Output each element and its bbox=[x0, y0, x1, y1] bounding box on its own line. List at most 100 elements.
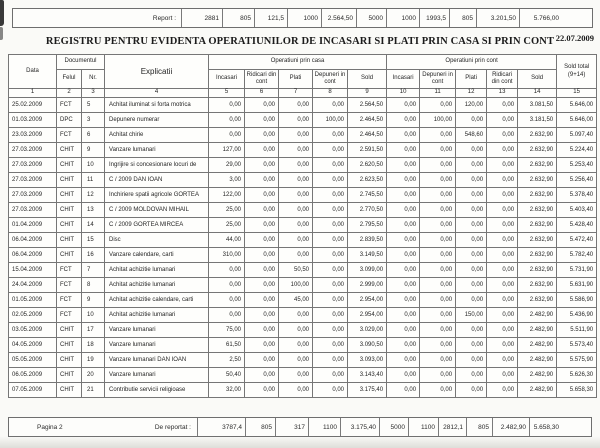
row-value: 0,00 bbox=[386, 142, 421, 158]
report-value: 2.564,50 bbox=[321, 9, 356, 27]
row-value: 0,00 bbox=[455, 382, 488, 398]
row-value: 29,00 bbox=[208, 157, 246, 173]
row-explicatii: C / 2009 MOLDOVAN MIHAIL bbox=[104, 202, 210, 218]
row-value: 0,00 bbox=[244, 337, 280, 353]
row-value: 0,00 bbox=[486, 247, 519, 263]
de-reportat-value: 317 bbox=[275, 418, 308, 436]
row-value: 100,00 bbox=[278, 277, 314, 293]
report-value: 3.201,50 bbox=[476, 9, 519, 27]
row-value: 0,00 bbox=[278, 127, 314, 143]
table-row: 27.03.2009 CHIT 10 Ingrijire si concesionar… bbox=[8, 157, 598, 173]
row-value: 0,00 bbox=[312, 232, 349, 248]
row-value: 44,00 bbox=[208, 232, 246, 248]
row-value: 45,00 bbox=[278, 292, 314, 308]
column-number: 7 bbox=[278, 88, 314, 98]
row-value: 2.482,90 bbox=[517, 352, 558, 368]
de-reportat-value: 3.175,40 bbox=[340, 418, 379, 436]
row-value: 0,00 bbox=[312, 202, 349, 218]
col-header-nr: Nr. bbox=[80, 69, 106, 89]
col-header-cont-incasari: Incasari bbox=[386, 69, 421, 89]
row-value: 0,00 bbox=[419, 217, 457, 233]
row-value: 0,00 bbox=[244, 142, 280, 158]
row-explicatii: Contributie servicii religioase bbox=[104, 382, 210, 398]
row-value: 5.658,30 bbox=[556, 382, 598, 398]
row-value: 0,00 bbox=[455, 277, 488, 293]
row-value: 0,00 bbox=[312, 292, 349, 308]
column-number: 6 bbox=[244, 88, 280, 98]
row-value: 5.224,40 bbox=[556, 142, 598, 158]
de-reportat-value: 805 bbox=[245, 418, 275, 436]
col-header-operatiuni-casa: Operatiuni prin casa bbox=[208, 54, 388, 70]
row-value: 0,00 bbox=[455, 202, 488, 218]
row-value: 2,50 bbox=[208, 352, 246, 368]
row-value: 0,00 bbox=[278, 217, 314, 233]
row-date: 01.05.2009 bbox=[8, 292, 57, 308]
row-value: 0,00 bbox=[386, 97, 421, 113]
row-value: 5.626,30 bbox=[556, 367, 598, 383]
col-header-cont-plati: Plati bbox=[455, 69, 488, 89]
row-value: 0,00 bbox=[278, 142, 314, 158]
col-header-casa-plati: Plati bbox=[278, 69, 314, 89]
row-doc-nr: 10 bbox=[80, 157, 106, 173]
row-value: 0,00 bbox=[278, 352, 314, 368]
row-value: 2.482,90 bbox=[517, 367, 558, 383]
row-value: 5.378,40 bbox=[556, 187, 598, 203]
row-value: 0,00 bbox=[312, 262, 349, 278]
row-value: 0,00 bbox=[455, 112, 488, 128]
table-row: 25.02.2009 FCT 5 Achitat iluminat si forta … bbox=[8, 97, 598, 113]
row-value: 25,00 bbox=[208, 202, 246, 218]
row-date: 04.05.2009 bbox=[8, 337, 57, 353]
row-value: 0,00 bbox=[455, 157, 488, 173]
table-row: 01.05.2009 FCT 9 Achitat achizitie calendar… bbox=[8, 292, 598, 308]
report-value: 121,5 bbox=[254, 9, 287, 27]
register-table: Data Documentul Explicatii Operatiuni pr… bbox=[8, 54, 598, 398]
table-row: 27.03.2009 CHIT 9 Vanzare lumanari 127,00 0,0… bbox=[8, 142, 598, 158]
row-value: 0,00 bbox=[386, 352, 421, 368]
table-row: 04.05.2009 CHIT 18 Vanzare lumanari 61,50 0,0… bbox=[8, 337, 598, 353]
row-doc-nr: 13 bbox=[80, 202, 106, 218]
row-value: 0,00 bbox=[486, 172, 519, 188]
row-value: 2.795,50 bbox=[347, 217, 388, 233]
row-value: 0,00 bbox=[486, 97, 519, 113]
row-value: 5.631,90 bbox=[556, 277, 598, 293]
row-value: 5.253,40 bbox=[556, 157, 598, 173]
row-value: 0,00 bbox=[455, 322, 488, 338]
row-explicatii: Achitat achizitie lumanari bbox=[104, 262, 210, 278]
row-value: 0,00 bbox=[278, 112, 314, 128]
row-doc-type: CHIT bbox=[56, 382, 82, 398]
de-reportat-value: 5.658,30 bbox=[529, 418, 591, 436]
column-number: 2 bbox=[56, 88, 82, 98]
row-value: 2.591,50 bbox=[347, 142, 388, 158]
report-value: 5.766,00 bbox=[519, 9, 592, 27]
row-value: 2.632,90 bbox=[517, 187, 558, 203]
row-value: 3.175,40 bbox=[347, 382, 388, 398]
row-value: 0,00 bbox=[278, 337, 314, 353]
row-value: 5.731,90 bbox=[556, 262, 598, 278]
report-value: 5000 bbox=[356, 9, 386, 27]
de-reportat-value: 1100 bbox=[408, 418, 438, 436]
row-value: 2.620,50 bbox=[347, 157, 388, 173]
row-value: 0,00 bbox=[455, 292, 488, 308]
table-row: 02.05.2009 FCT 10 Achitat achizitie lumanar… bbox=[8, 307, 598, 323]
row-value: 3.090,50 bbox=[347, 337, 388, 353]
row-doc-nr: 18 bbox=[80, 337, 106, 353]
row-value: 0,00 bbox=[208, 262, 246, 278]
row-value: 0,00 bbox=[244, 247, 280, 263]
row-doc-nr: 9 bbox=[80, 292, 106, 308]
row-value: 0,00 bbox=[419, 292, 457, 308]
col-header-documentul: Documentul bbox=[55, 54, 106, 70]
row-value: 0,00 bbox=[419, 262, 457, 278]
row-value: 3.099,00 bbox=[347, 262, 388, 278]
row-doc-nr: 5 bbox=[80, 97, 106, 113]
row-value: 0,00 bbox=[419, 382, 457, 398]
row-value: 0,00 bbox=[244, 232, 280, 248]
row-value: 0,00 bbox=[486, 157, 519, 173]
row-value: 0,00 bbox=[312, 142, 349, 158]
row-value: 0,00 bbox=[386, 232, 421, 248]
row-value: 3,00 bbox=[208, 172, 246, 188]
row-value: 0,00 bbox=[312, 367, 349, 383]
row-value: 2.482,90 bbox=[517, 337, 558, 353]
row-doc-nr: 9 bbox=[80, 142, 106, 158]
row-value: 3.149,50 bbox=[347, 247, 388, 263]
row-value: 0,00 bbox=[486, 382, 519, 398]
